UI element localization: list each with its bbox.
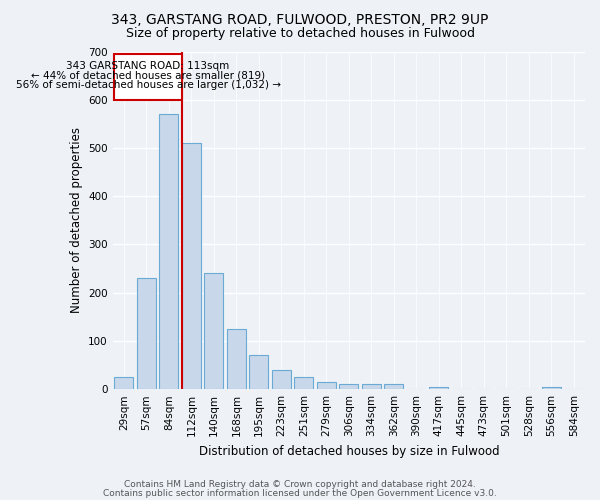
- Bar: [272, 370, 291, 389]
- Bar: [250, 356, 268, 389]
- Bar: [182, 143, 201, 389]
- Y-axis label: Number of detached properties: Number of detached properties: [70, 128, 83, 314]
- Bar: [137, 278, 156, 389]
- Text: 343, GARSTANG ROAD, FULWOOD, PRESTON, PR2 9UP: 343, GARSTANG ROAD, FULWOOD, PRESTON, PR…: [112, 12, 488, 26]
- Bar: [227, 329, 246, 389]
- Text: Contains public sector information licensed under the Open Government Licence v3: Contains public sector information licen…: [103, 488, 497, 498]
- Text: Contains HM Land Registry data © Crown copyright and database right 2024.: Contains HM Land Registry data © Crown c…: [124, 480, 476, 489]
- Bar: [317, 382, 336, 389]
- Bar: [339, 384, 358, 389]
- Bar: [384, 384, 403, 389]
- Text: Size of property relative to detached houses in Fulwood: Size of property relative to detached ho…: [125, 28, 475, 40]
- Bar: [114, 54, 182, 100]
- Bar: [362, 384, 381, 389]
- Bar: [205, 274, 223, 389]
- Text: ← 44% of detached houses are smaller (819): ← 44% of detached houses are smaller (81…: [31, 71, 265, 81]
- Bar: [294, 377, 313, 389]
- Text: 343 GARSTANG ROAD: 113sqm: 343 GARSTANG ROAD: 113sqm: [67, 61, 230, 71]
- Bar: [429, 387, 448, 389]
- Text: 56% of semi-detached houses are larger (1,032) →: 56% of semi-detached houses are larger (…: [16, 80, 281, 90]
- Bar: [115, 377, 133, 389]
- Bar: [160, 114, 178, 389]
- Bar: [542, 387, 561, 389]
- X-axis label: Distribution of detached houses by size in Fulwood: Distribution of detached houses by size …: [199, 444, 499, 458]
